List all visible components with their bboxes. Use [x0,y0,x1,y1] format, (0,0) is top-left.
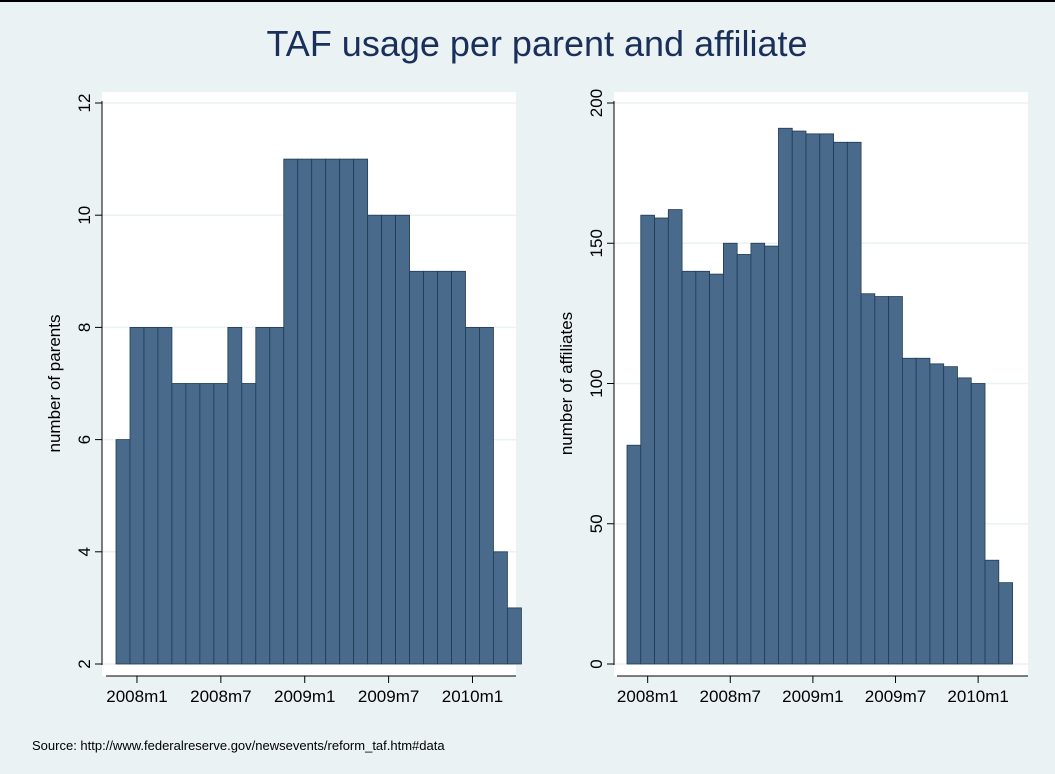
bar [115,439,131,665]
bar [833,141,848,665]
figure-title: TAF usage per parent and affiliate [266,23,807,64]
bar [695,270,711,665]
bar [451,270,466,665]
bar [381,214,396,665]
bar [129,326,145,665]
bar [339,158,355,665]
bar [902,357,917,665]
bar [465,326,480,665]
bar [888,296,903,665]
bar [255,326,271,665]
bar [819,133,834,665]
bar [846,141,862,665]
y-tick-label: 10 [75,206,94,225]
bar [750,242,766,665]
y-tick-label: 4 [75,547,94,556]
bar [269,326,285,665]
y-axis-title: number of parents [45,315,64,453]
bar [395,214,410,665]
y-tick-label: 150 [587,229,606,257]
bar [640,214,655,665]
bar [143,326,159,665]
y-axis-title: number of affiliates [557,312,576,455]
x-tick-label: 2010m1 [947,687,1008,706]
x-tick-label: 2010m1 [442,687,503,706]
bar [943,366,958,665]
bar [199,383,215,665]
bar [957,377,972,665]
y-tick-label: 2 [75,659,94,668]
bar [970,383,986,665]
y-tick-label: 50 [587,514,606,533]
bar [778,127,793,665]
figure-top-rule [0,0,1055,2]
y-tick-label: 0 [587,659,606,668]
bar [984,559,1000,665]
bar [874,296,890,665]
bar [409,270,424,665]
x-tick-label: 2009m1 [782,687,843,706]
y-tick-label: 100 [587,369,606,397]
bar [709,273,724,665]
x-tick-label: 2009m7 [865,687,926,706]
bar [860,293,876,665]
x-tick-label: 2008m1 [106,687,167,706]
bar [353,158,369,665]
bar [283,158,299,665]
panel-parents: 2 4 6 8 10 12 2008m1 2008m7 2009m1 2009m7 2010m1 nu… [45,92,522,706]
bar [929,363,945,665]
bar [297,158,313,665]
bar [667,209,683,665]
x-tick-label: 2008m7 [700,687,761,706]
source-note: Source: http://www.federalreserve.gov/ne… [32,738,445,753]
bar [171,383,187,665]
bar [213,383,229,665]
bar [479,326,494,665]
y-tick-label: 12 [75,94,94,113]
y-tick-label: 6 [75,435,94,444]
bar [507,607,522,665]
bar [241,383,257,665]
x-tick-label: 2009m7 [358,687,419,706]
y-tick-label: 200 [587,89,606,117]
y-tick-label: 8 [75,323,94,332]
bar [423,270,438,665]
bar [367,214,383,665]
bar [325,158,341,665]
bar [185,383,201,665]
bar [654,217,669,665]
bar [805,133,821,665]
bar [157,326,173,665]
bar [681,270,697,665]
bar [493,551,508,665]
bar [437,270,452,665]
bar [311,158,327,665]
x-tick-label: 2008m1 [617,687,678,706]
bar [998,582,1013,665]
x-tick-label: 2009m1 [274,687,335,706]
bar [736,254,752,665]
bar [791,130,807,665]
bar [626,444,642,665]
bar [764,245,779,665]
bar [915,357,931,665]
bar [227,326,243,665]
x-tick-label: 2008m7 [190,687,251,706]
panel-affiliates: 0 50 100 150 200 2008m1 2008m7 2009m1 2009m7 2010… [557,89,1028,706]
bar [722,242,738,665]
